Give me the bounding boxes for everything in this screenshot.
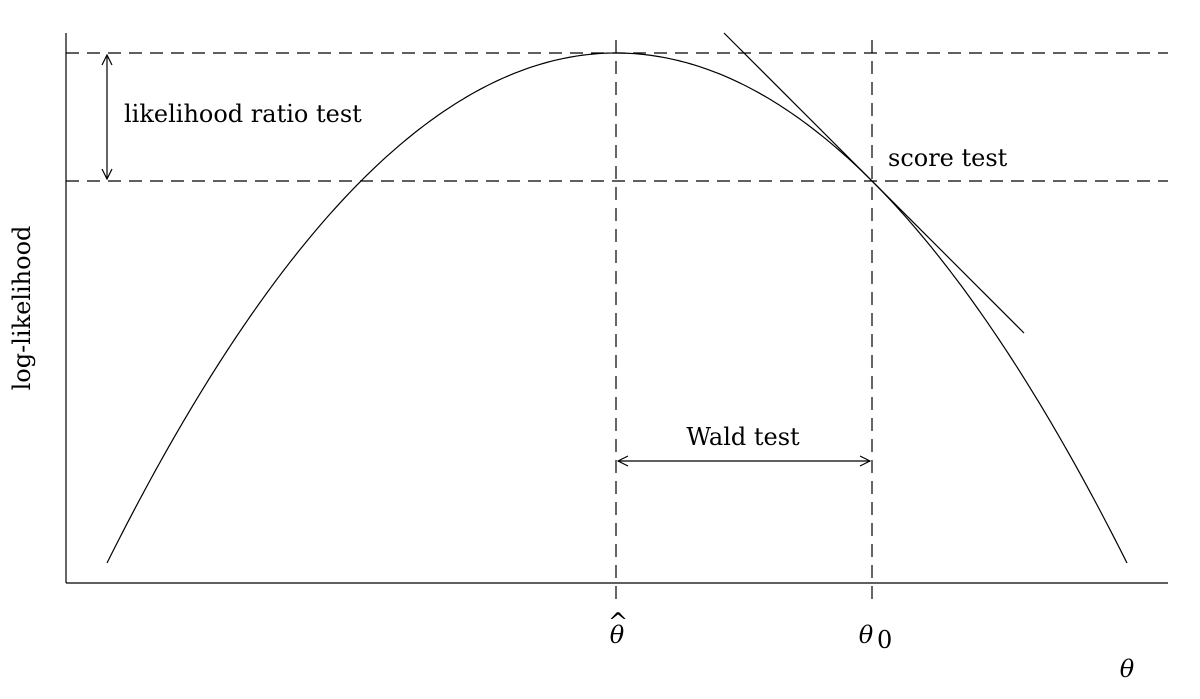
wald-test-label: Wald test	[686, 423, 800, 451]
x-axis-label: θ	[1120, 655, 1135, 683]
score-test-label: score test	[888, 144, 1008, 172]
score-tangent-line	[723, 32, 1025, 334]
log-likelihood-curve	[106, 52, 1128, 564]
y-axis-label: log-likelihood	[8, 226, 36, 391]
likelihood-ratio-label: likelihood ratio test	[124, 100, 362, 128]
theta-hat-accent: ^	[608, 608, 628, 636]
theta-zero-tick-label: θ	[859, 621, 874, 649]
theta-zero-subscript: 0	[877, 626, 892, 654]
theta-hat-tick-label: θ	[610, 621, 625, 649]
